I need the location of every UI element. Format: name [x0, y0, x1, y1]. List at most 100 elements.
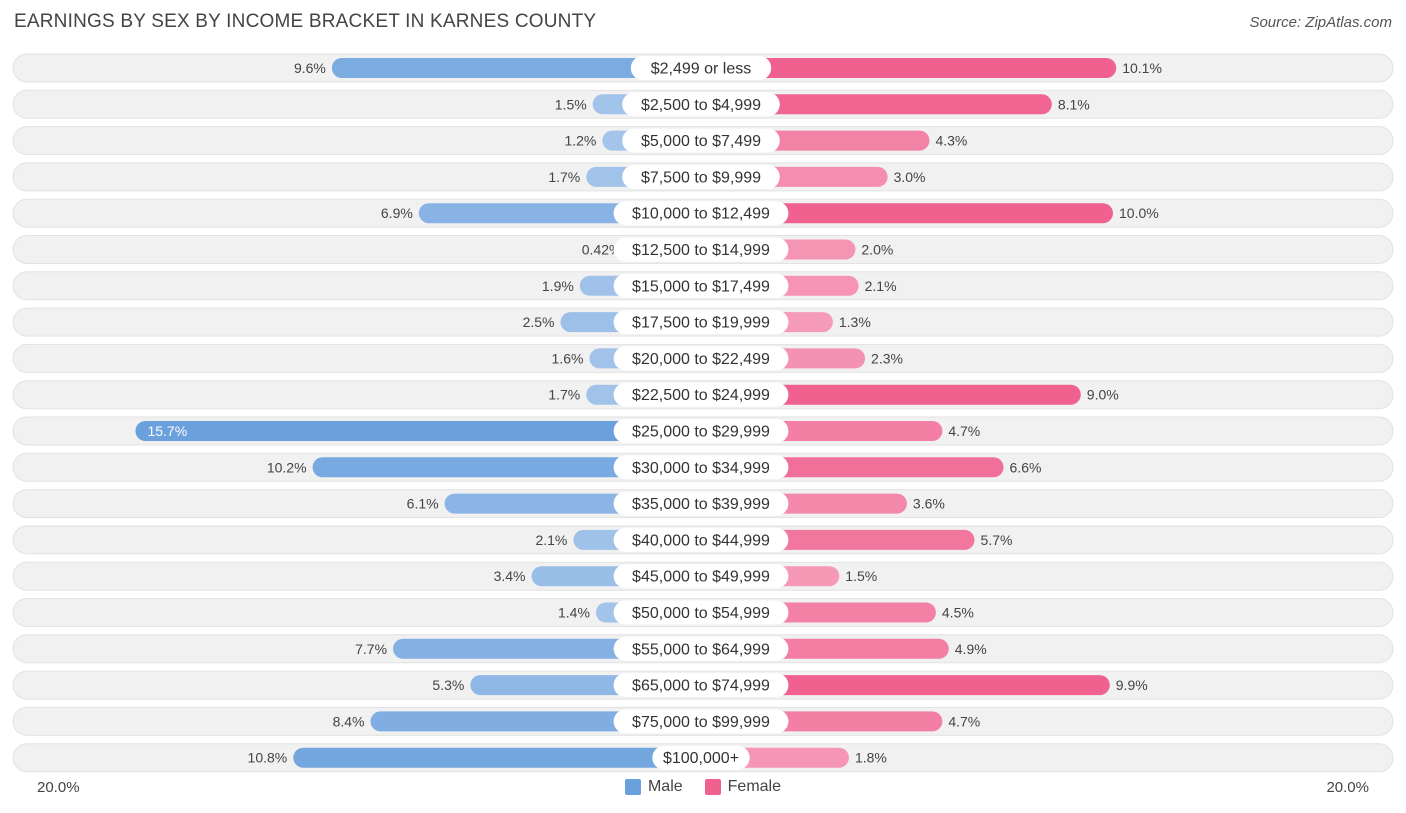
axis-left-label: 20.0%: [37, 779, 80, 796]
male-value-label: 7.7%: [355, 641, 387, 657]
female-value-label: 2.1%: [865, 278, 897, 294]
female-value-label: 4.7%: [948, 423, 980, 439]
category-pill: [613, 636, 789, 661]
category-pill: [613, 564, 789, 589]
category-pill: [613, 310, 789, 335]
female-bar: [701, 384, 1081, 405]
category-label: $7,500 to $9,999: [641, 169, 761, 186]
female-bar: [701, 58, 1117, 78]
male-value-label: 10.8%: [248, 750, 288, 766]
category-pill: [613, 273, 789, 298]
category-label: $17,500 to $19,999: [632, 315, 770, 332]
category-label: $40,000 to $44,999: [632, 532, 770, 549]
female-value-label: 9.9%: [1116, 677, 1148, 693]
male-value-label: 9.6%: [294, 60, 326, 76]
category-label: $75,000 to $99,999: [632, 714, 770, 731]
category-pill: [652, 745, 750, 770]
category-label: $55,000 to $64,999: [632, 641, 770, 658]
female-value-label: 10.1%: [1122, 60, 1162, 76]
legend-item-female: Female: [704, 778, 782, 796]
legend-label-female: Female: [727, 778, 782, 795]
male-bar: [331, 58, 701, 78]
legend: Male Female: [0, 778, 1406, 796]
female-value-label: 5.7%: [981, 532, 1013, 548]
category-pill: [613, 382, 789, 407]
category-label: $2,499 or less: [651, 61, 752, 78]
female-value-label: 6.6%: [1010, 459, 1042, 475]
category-pill: [613, 709, 789, 734]
category-label: $65,000 to $74,999: [632, 678, 770, 695]
male-bar: [293, 747, 701, 768]
category-label: $22,500 to $24,999: [632, 387, 770, 404]
female-value-label: 1.3%: [839, 314, 871, 330]
male-value-label: 5.3%: [432, 677, 464, 693]
female-value-label: 9.0%: [1087, 387, 1119, 403]
category-pill: [622, 164, 780, 189]
category-label: $25,000 to $29,999: [632, 424, 770, 441]
category-pill: [613, 237, 789, 262]
category-pill: [613, 346, 789, 371]
female-value-label: 2.3%: [871, 350, 903, 366]
source-credit: Source: ZipAtlas.com: [1249, 14, 1392, 31]
category-label: $45,000 to $49,999: [632, 569, 770, 586]
category-label: $12,500 to $14,999: [632, 242, 770, 259]
female-value-label: 8.1%: [1058, 96, 1090, 112]
category-label: $35,000 to $39,999: [632, 496, 770, 513]
female-value-label: 4.9%: [955, 641, 987, 657]
legend-swatch-female: [704, 779, 721, 795]
male-value-label: 6.9%: [381, 205, 413, 221]
male-value-label: 1.4%: [558, 605, 590, 621]
male-bar: [135, 421, 701, 441]
category-pill: [622, 128, 780, 153]
category-label: $30,000 to $34,999: [632, 460, 770, 477]
male-value-label: 1.6%: [552, 350, 584, 366]
category-pill: [613, 673, 789, 698]
female-bar: [701, 203, 1113, 224]
male-value-label: 0.42%: [582, 242, 622, 258]
category-label: $20,000 to $22,499: [632, 351, 770, 368]
category-label: $15,000 to $17,499: [632, 278, 770, 295]
category-pill: [613, 201, 789, 226]
male-value-label: 1.5%: [555, 96, 587, 112]
male-bar: [312, 457, 701, 478]
legend-item-male: Male: [624, 778, 683, 796]
male-value-label: 10.2%: [267, 459, 307, 475]
axis-right-label: 20.0%: [1326, 779, 1369, 796]
category-label: $50,000 to $54,999: [632, 605, 770, 622]
male-value-label: 1.7%: [548, 169, 580, 185]
male-value-label: 1.2%: [564, 133, 596, 149]
male-value-label: 1.7%: [548, 387, 580, 403]
legend-label-male: Male: [647, 778, 683, 795]
category-label: $10,000 to $12,499: [632, 206, 770, 223]
female-value-label: 3.0%: [894, 169, 926, 185]
category-pill: [613, 527, 789, 552]
male-value-label: 3.4%: [494, 568, 526, 584]
legend-swatch-male: [624, 779, 641, 795]
category-label: $100,000+: [663, 750, 739, 767]
male-value-label: 1.9%: [542, 278, 574, 294]
male-value-label: 2.5%: [523, 314, 555, 330]
female-value-label: 4.5%: [942, 605, 974, 621]
female-value-label: 10.0%: [1119, 205, 1159, 221]
male-value-label: 8.4%: [333, 713, 365, 729]
chart-title: EARNINGS BY SEX BY INCOME BRACKET IN KAR…: [14, 11, 597, 32]
category-pill: [613, 491, 789, 516]
female-value-label: 1.5%: [845, 568, 877, 584]
category-pill: [622, 92, 780, 117]
female-value-label: 2.0%: [861, 242, 893, 258]
female-value-label: 4.7%: [948, 713, 980, 729]
female-value-label: 1.8%: [855, 750, 887, 766]
category-pill: [630, 56, 772, 80]
male-value-label: 6.1%: [407, 496, 439, 512]
female-value-label: 4.3%: [935, 133, 967, 149]
male-value-label: 15.7%: [147, 423, 187, 439]
female-bar: [701, 675, 1110, 696]
category-label: $5,000 to $7,499: [641, 133, 761, 150]
female-value-label: 3.6%: [913, 496, 945, 512]
female-bar: [701, 94, 1052, 115]
category-pill: [613, 419, 789, 443]
category-label: $2,500 to $4,999: [641, 97, 761, 114]
male-value-label: 2.1%: [535, 532, 567, 548]
category-pill: [613, 600, 789, 625]
